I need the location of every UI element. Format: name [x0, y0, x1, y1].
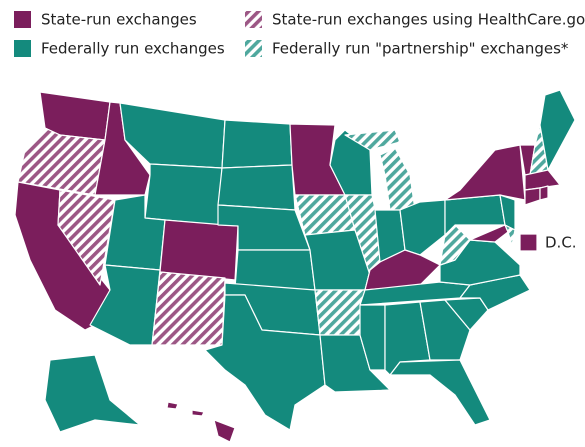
- state: [151, 271, 226, 346]
- states: D.C.: [14, 89, 577, 443]
- state: [204, 294, 326, 431]
- state: [469, 224, 509, 243]
- state: [539, 89, 576, 171]
- state: [294, 194, 356, 236]
- state: [213, 419, 236, 443]
- legend-label: State-run exchanges: [41, 11, 197, 29]
- state: [144, 163, 223, 226]
- legend-swatch: [14, 40, 31, 57]
- state: [539, 185, 549, 201]
- dc-label: D.C.: [545, 234, 577, 252]
- state: [159, 219, 239, 281]
- state: [44, 354, 141, 433]
- state: [314, 289, 366, 336]
- legend-label: Federally run exchanges: [41, 40, 225, 58]
- state: [444, 144, 526, 201]
- state: [234, 249, 316, 291]
- state: [524, 169, 561, 191]
- state: [221, 119, 293, 169]
- state: [217, 164, 296, 211]
- state: [57, 189, 116, 286]
- state: [439, 224, 471, 266]
- state: [524, 187, 541, 206]
- state: [191, 409, 205, 417]
- dc-swatch: [519, 233, 538, 252]
- legend-label: State-run exchanges using HealthCare.gov: [272, 11, 585, 29]
- state: [344, 129, 401, 151]
- state: [504, 224, 516, 246]
- legend-label: Federally run "partnership" exchanges*: [272, 40, 569, 58]
- state: [379, 147, 416, 211]
- legend: State-run exchanges Federally run exchang…: [14, 11, 585, 58]
- state: [389, 359, 491, 426]
- state: [166, 401, 179, 410]
- state: [399, 199, 446, 256]
- legend-swatch: [245, 11, 262, 28]
- legend-swatch: [14, 11, 31, 28]
- state: [359, 304, 386, 371]
- legend-swatch: [245, 40, 262, 57]
